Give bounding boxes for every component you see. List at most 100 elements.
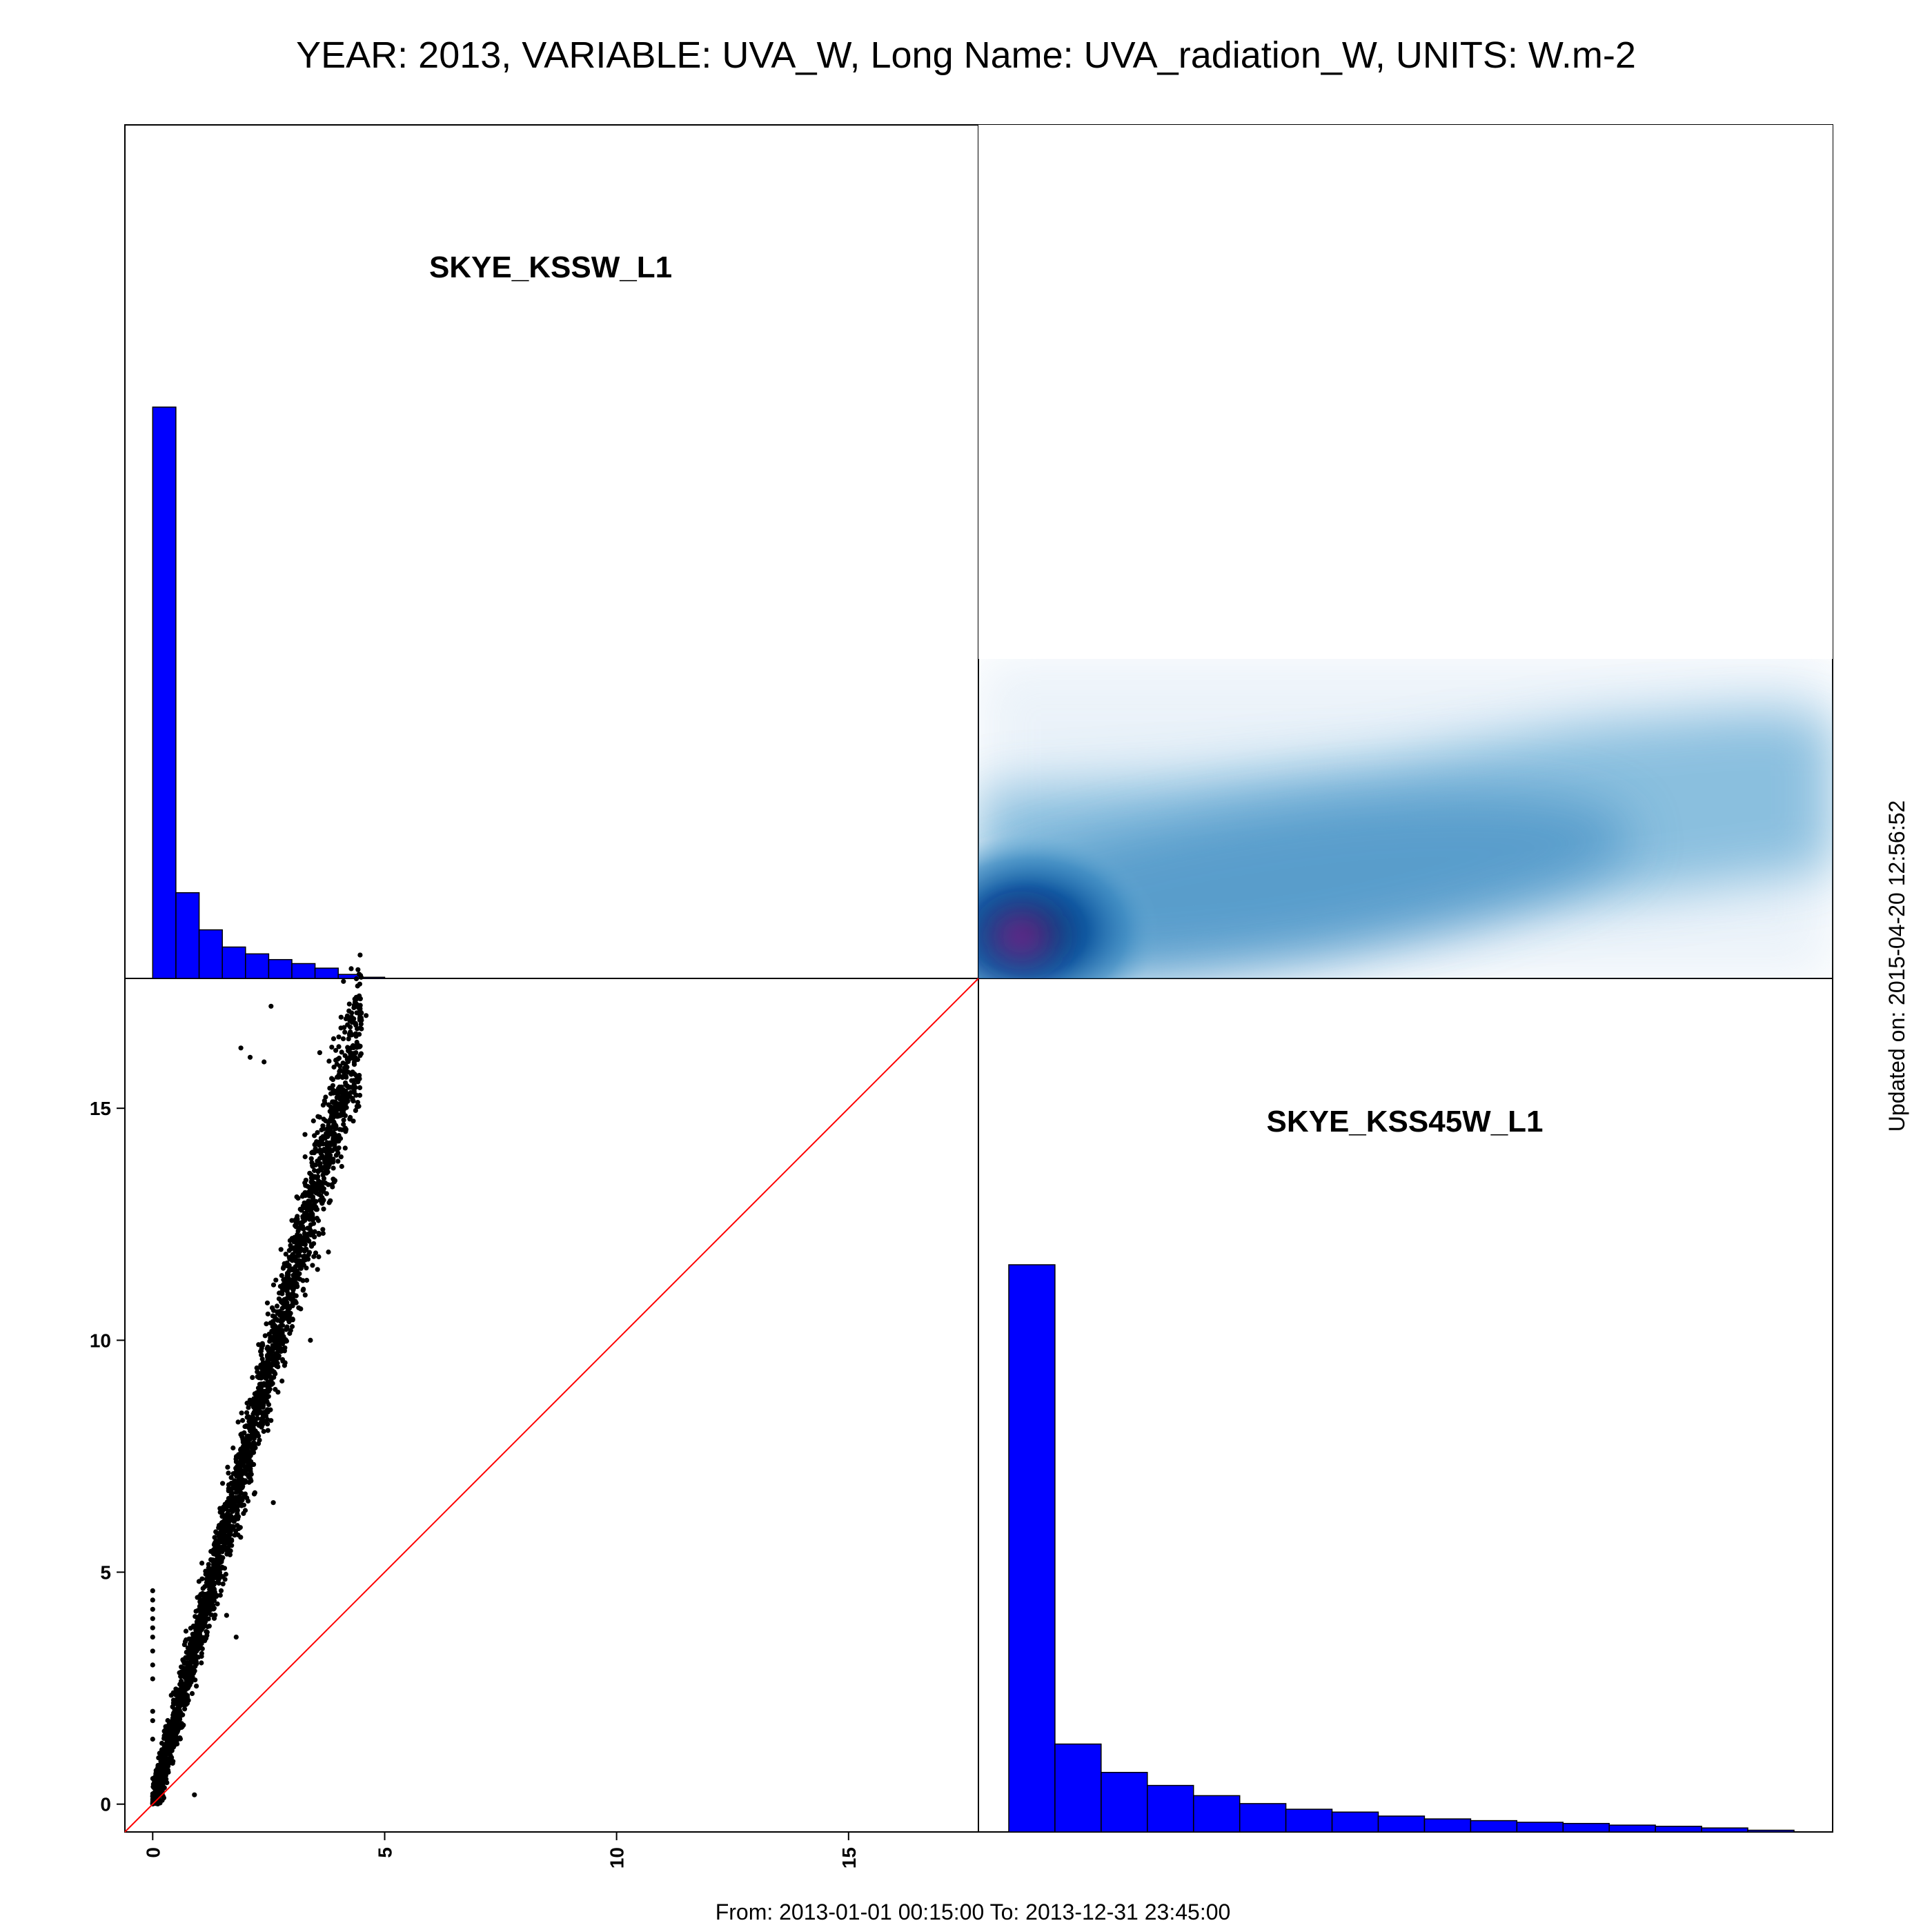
scatter-point (323, 1165, 328, 1170)
scatter-point (255, 1416, 260, 1421)
scatter-point (269, 1352, 275, 1358)
scatter-point (150, 1616, 155, 1621)
scatter-point (183, 1692, 188, 1697)
scatter-point (338, 1154, 344, 1160)
histogram-bar (1147, 1784, 1194, 1833)
scatter-point (352, 1071, 357, 1077)
y-tick-label: 5 (100, 1562, 111, 1584)
scatter-point (288, 1297, 293, 1302)
scatter-point (150, 1588, 155, 1593)
scatter-point (343, 1016, 348, 1022)
scatter-point (300, 1215, 306, 1221)
scatter-point (335, 1074, 340, 1080)
scatter-point (357, 1085, 363, 1090)
scatter-point (358, 1021, 364, 1027)
scatter-point (303, 1177, 308, 1183)
scatter-point (273, 1387, 278, 1392)
scatter-point (349, 1010, 355, 1016)
scatter-point (267, 1339, 273, 1344)
scatter-point (313, 1199, 319, 1204)
scatter-point (270, 1500, 276, 1506)
scatter-point (255, 1432, 261, 1438)
scatter-point (196, 1639, 202, 1644)
scatter-point (194, 1646, 199, 1652)
histogram-bar (361, 976, 386, 979)
scatter-point (306, 1216, 312, 1221)
scatter-point (185, 1645, 190, 1650)
scatter-point (297, 1220, 303, 1225)
histogram-bar (245, 953, 270, 979)
scatter-point (216, 1577, 221, 1583)
updated-note: Updated on: 2015-04-20 12:56:52 (1884, 800, 1909, 1132)
scatter-point (198, 1607, 204, 1613)
scatter-point (220, 1481, 226, 1486)
x-tick-label: 5 (375, 1847, 396, 1858)
scatter-point (331, 1036, 337, 1041)
scatter-point (241, 1443, 246, 1449)
scatter-point (210, 1602, 216, 1608)
date-range-footer: From: 2013-01-01 00:15:00 To: 2013-12-31… (716, 1900, 1231, 1924)
scatter-point (246, 1419, 252, 1424)
histogram-bar (1193, 1795, 1241, 1833)
scatter-point (217, 1510, 223, 1515)
scatter-point (351, 1062, 357, 1067)
scatter-point (216, 1544, 221, 1550)
scatter-point (183, 1628, 189, 1634)
scatter-point (235, 1514, 241, 1519)
scatter-point (303, 1193, 308, 1199)
scatter-point (293, 1224, 299, 1230)
scatter-point (304, 1277, 310, 1283)
scatter-point (233, 1486, 239, 1492)
scatter-point (157, 1780, 163, 1786)
scatter-point (170, 1700, 176, 1706)
scatter-point (261, 1402, 266, 1408)
scatter-point (333, 1134, 339, 1140)
scatter-point (211, 1581, 217, 1587)
scatter-point (328, 1107, 334, 1112)
scatter-point (347, 1116, 353, 1122)
scatter-point (211, 1586, 217, 1592)
scatter-point (281, 1277, 286, 1283)
x-tick-label: 10 (607, 1847, 628, 1869)
scatter-point (220, 1555, 226, 1561)
scatter-point (320, 1230, 326, 1236)
scatter-point (206, 1574, 212, 1580)
scatter-point (280, 1310, 286, 1316)
scatter-point (311, 1205, 317, 1210)
scatter-point (178, 1695, 184, 1700)
scatter-point (199, 1617, 205, 1622)
scatter-point (268, 1418, 274, 1423)
scatter-point (357, 1072, 362, 1078)
scatter-point (167, 1749, 172, 1755)
scatter-point (295, 1195, 301, 1201)
scatter-point (250, 1447, 256, 1452)
scatter-point (286, 1292, 292, 1297)
histogram-bar (291, 963, 316, 979)
scatter-point (308, 1337, 313, 1343)
scatter-point (238, 1485, 244, 1490)
scatter-point (284, 1296, 290, 1301)
scatter-point (244, 1414, 250, 1420)
scatter-point (308, 1222, 313, 1228)
scatter-point (264, 1321, 269, 1327)
histogram-bar (1285, 1808, 1333, 1833)
scatter-point (294, 1248, 299, 1254)
scatter-point (293, 1293, 299, 1299)
scatter-point (270, 1381, 275, 1386)
scatter-point (270, 1282, 277, 1288)
scatter-point (351, 1090, 357, 1095)
scatter-point (195, 1617, 201, 1622)
scatter-point (150, 1795, 156, 1801)
scatter-point (325, 1152, 331, 1159)
scatter-point (150, 1718, 155, 1724)
scatter-point (308, 1156, 314, 1161)
scatter-point (312, 1234, 317, 1240)
y-tick-label: 15 (90, 1098, 111, 1119)
scatter-point (270, 1368, 275, 1374)
scatter-point (331, 1176, 336, 1182)
scatter-point (179, 1721, 184, 1726)
scatter-point (235, 1479, 240, 1484)
scatter-point (244, 1410, 250, 1415)
scatter-point (331, 1123, 337, 1128)
scatter-point (217, 1525, 223, 1530)
